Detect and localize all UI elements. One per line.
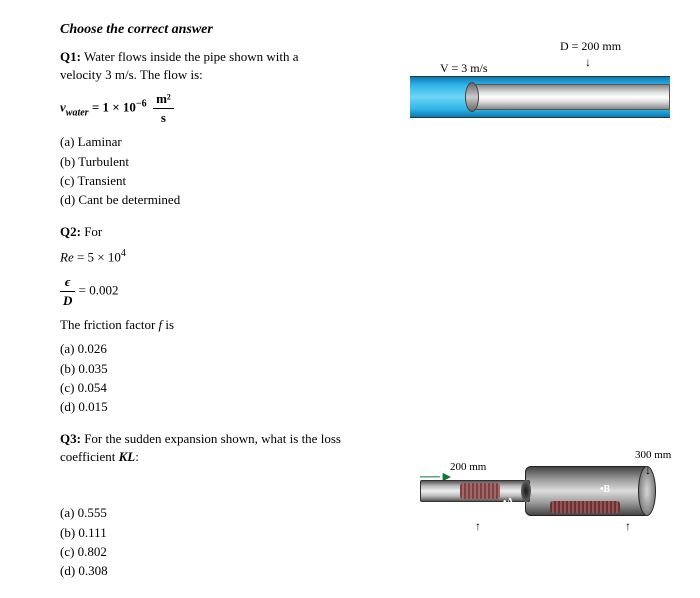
q2-option-c[interactable]: (c) 0.054 xyxy=(60,379,640,397)
nu-exponent: −6 xyxy=(136,98,147,109)
re-value: = 5 × 10 xyxy=(74,250,121,265)
q2-prompt-c: is xyxy=(162,317,174,332)
nu-subscript: water xyxy=(66,107,89,118)
q1-d-label: D = 200 mm xyxy=(560,38,621,55)
frac-denominator: s xyxy=(153,109,174,127)
nu-value: = 1 × 10 xyxy=(89,100,136,115)
q3-figure: 200 mm 300 mm ──► •A •B ↑ ↑ ↓ xyxy=(420,448,680,538)
q3-line1: For the sudden expansion shown, what is … xyxy=(84,431,341,446)
q2-re: Re = 5 × 104 xyxy=(60,247,640,267)
q3-label: Q3: xyxy=(60,431,81,446)
q1-option-d[interactable]: (d) Cant be determined xyxy=(60,191,640,209)
q1-line1: Water flows inside the pipe shown with a xyxy=(84,49,299,64)
question-2: Q2: For Re = 5 × 104 ϵD = 0.002 The fric… xyxy=(60,223,640,416)
eps-denominator: D xyxy=(60,292,75,310)
q2-text: Q2: For xyxy=(60,223,640,241)
q2-option-d[interactable]: (d) 0.015 xyxy=(60,398,640,416)
q2-options: (a) 0.026 (b) 0.035 (c) 0.054 (d) 0.015 xyxy=(60,340,640,416)
q3-option-d[interactable]: (d) 0.308 xyxy=(60,562,640,580)
point-b-label: •B xyxy=(600,483,610,497)
dim-arrow-small-icon: ↑ xyxy=(475,518,481,535)
frac-numerator: m² xyxy=(153,90,174,109)
re-symbol: Re xyxy=(60,250,74,265)
expansion-opening xyxy=(521,480,531,502)
q1-label: Q1: xyxy=(60,49,81,64)
q2-for: For xyxy=(84,224,102,239)
q1-d-arrow-icon: ↓ xyxy=(585,54,591,71)
kl-symbol: K xyxy=(119,449,128,464)
q2-option-a[interactable]: (a) 0.026 xyxy=(60,340,640,358)
q1-option-a[interactable]: (a) Laminar xyxy=(60,133,640,151)
nu-unit-fraction: m²s xyxy=(153,90,174,127)
q1-option-b[interactable]: (b) Turbulent xyxy=(60,153,640,171)
q2-label: Q2: xyxy=(60,224,81,239)
eps-fraction: ϵD xyxy=(60,273,75,310)
collar-b xyxy=(550,501,620,513)
dim-arrow-down-icon: ↓ xyxy=(645,462,651,479)
q1-v-label: V = 3 m/s xyxy=(440,60,488,77)
q3-line2: coefficient xyxy=(60,449,119,464)
q1-line2: velocity 3 m/s. The flow is: xyxy=(60,67,203,82)
pipe-cap xyxy=(465,82,479,112)
q2-eps: ϵD = 0.002 xyxy=(60,273,640,310)
q1-option-c[interactable]: (c) Transient xyxy=(60,172,640,190)
re-exponent: 4 xyxy=(121,248,126,259)
q3-large-dia-label: 300 mm xyxy=(635,448,671,463)
q1-options: (a) Laminar (b) Turbulent (c) Transient … xyxy=(60,133,640,209)
eps-value: = 0.002 xyxy=(75,282,118,297)
collar-a xyxy=(460,483,500,499)
pipe-wall xyxy=(470,84,670,110)
q3-small-dia-label: 200 mm xyxy=(450,460,486,475)
q2-prompt-a: The friction factor xyxy=(60,317,159,332)
q3-option-c[interactable]: (c) 0.802 xyxy=(60,543,640,561)
dim-arrow-large-icon: ↑ xyxy=(625,518,631,535)
q2-option-b[interactable]: (b) 0.035 xyxy=(60,360,640,378)
q3-colon: : xyxy=(135,449,139,464)
eps-numerator: ϵ xyxy=(60,273,75,292)
q2-prompt: The friction factor f is xyxy=(60,316,640,334)
point-a-label: •A xyxy=(503,496,514,510)
q1-figure: D = 200 mm ↓ V = 3 m/s → xyxy=(410,36,670,126)
